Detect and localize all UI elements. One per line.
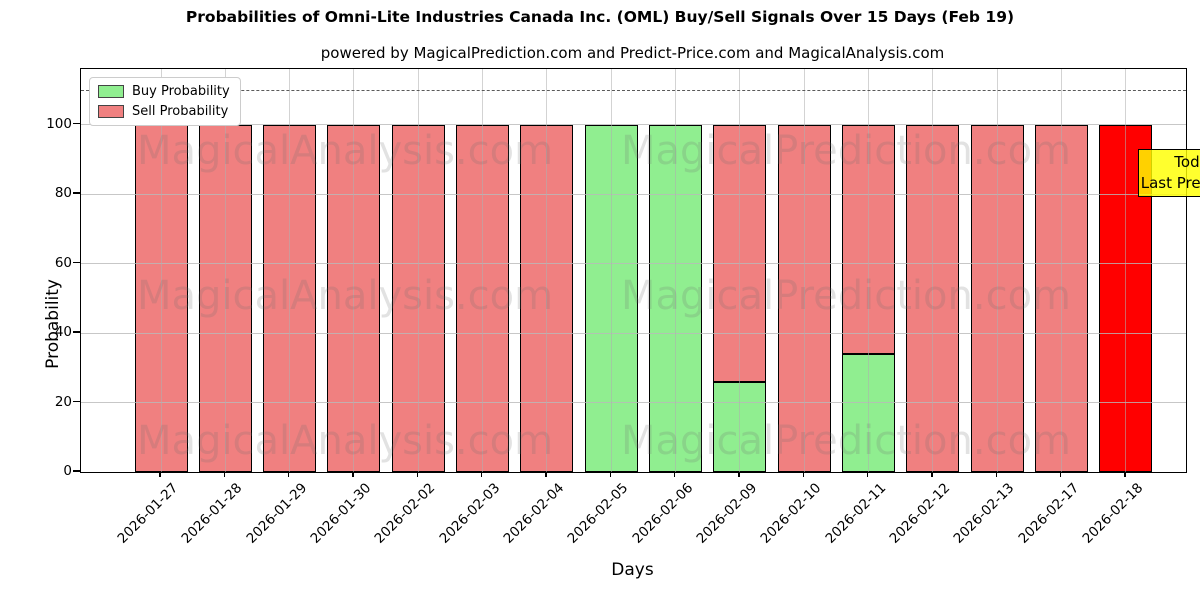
dashed-threshold-line: [81, 89, 1186, 91]
legend-item: Buy Probability: [98, 84, 230, 99]
v-gridline: [868, 69, 870, 472]
x-tick-mark: [802, 471, 805, 477]
legend-swatch: [98, 85, 124, 98]
h-gridline: [81, 124, 1186, 126]
h-gridline: [81, 263, 1186, 265]
x-tick-mark: [1059, 471, 1062, 477]
x-tick-mark: [1124, 471, 1126, 477]
h-gridline: [81, 193, 1186, 195]
v-gridline: [224, 69, 226, 472]
y-tick-mark: [73, 261, 80, 264]
plot-area: Buy Probability Sell Probability Today La…: [80, 68, 1200, 473]
v-gridline: [996, 69, 998, 472]
x-axis-label: Days: [611, 560, 654, 580]
legend: Buy Probability Sell Probability: [89, 77, 241, 126]
x-tick-mark: [609, 471, 612, 477]
y-tick-label: 80: [54, 185, 72, 202]
y-tick-label: 100: [46, 115, 72, 132]
x-tick-mark: [480, 471, 483, 477]
watermark-text: MagicalPrediction.com: [621, 128, 1071, 174]
x-tick-mark: [995, 471, 998, 477]
today-annotation: Today Last Prediction: [1138, 149, 1200, 197]
watermark-text: MagicalAnalysis.com: [136, 273, 554, 319]
legend-item: Sell Probability: [98, 104, 230, 119]
v-gridline: [1125, 69, 1127, 472]
v-gridline: [160, 69, 162, 472]
x-tick-mark: [223, 471, 226, 477]
y-tick-mark: [73, 331, 80, 333]
watermark-text: MagicalPrediction.com: [621, 418, 1071, 464]
x-tick-mark: [545, 471, 547, 477]
legend-label: Sell Probability: [132, 104, 229, 119]
watermark-text: MagicalAnalysis.com: [136, 418, 554, 464]
h-gridline: [81, 332, 1186, 334]
v-gridline: [546, 69, 548, 472]
v-gridline: [610, 69, 612, 472]
v-gridline: [289, 69, 291, 472]
v-gridline: [353, 69, 355, 472]
v-gridline: [482, 69, 484, 472]
v-gridline: [1061, 69, 1063, 472]
v-gridline: [739, 69, 741, 472]
watermark-text: MagicalAnalysis.com: [136, 128, 554, 174]
today-annotation-line: Today: [1174, 153, 1200, 171]
chart-title: Probabilities of Omni-Lite Industries Ca…: [185, 8, 1015, 26]
today-annotation-line: Last Prediction: [1140, 174, 1200, 192]
legend-swatch: [98, 105, 124, 118]
x-tick-mark: [159, 471, 161, 477]
h-gridline: [81, 402, 1186, 404]
v-gridline: [803, 69, 805, 472]
chart-subtitle: powered by MagicalPrediction.com and Pre…: [320, 44, 945, 62]
v-gridline: [417, 69, 419, 472]
y-tick-mark: [73, 470, 80, 472]
x-tick-mark: [287, 471, 290, 477]
x-tick-mark: [931, 471, 933, 477]
x-tick-mark: [673, 471, 676, 477]
y-tick-label: 0: [63, 463, 72, 479]
watermark-text: MagicalPrediction.com: [621, 273, 1071, 319]
legend-label: Buy Probability: [132, 84, 230, 99]
x-tick-mark: [416, 471, 419, 477]
v-gridline: [932, 69, 934, 472]
y-tick-label: 20: [54, 393, 72, 410]
v-gridline: [675, 69, 677, 472]
x-tick-mark: [866, 471, 869, 477]
y-tick-mark: [73, 122, 80, 125]
x-tick-mark: [352, 471, 354, 477]
x-tick-mark: [738, 471, 740, 477]
y-tick-mark: [73, 400, 80, 403]
y-tick-label: 40: [54, 324, 72, 341]
y-tick-label: 60: [54, 254, 72, 271]
y-tick-mark: [73, 192, 80, 194]
